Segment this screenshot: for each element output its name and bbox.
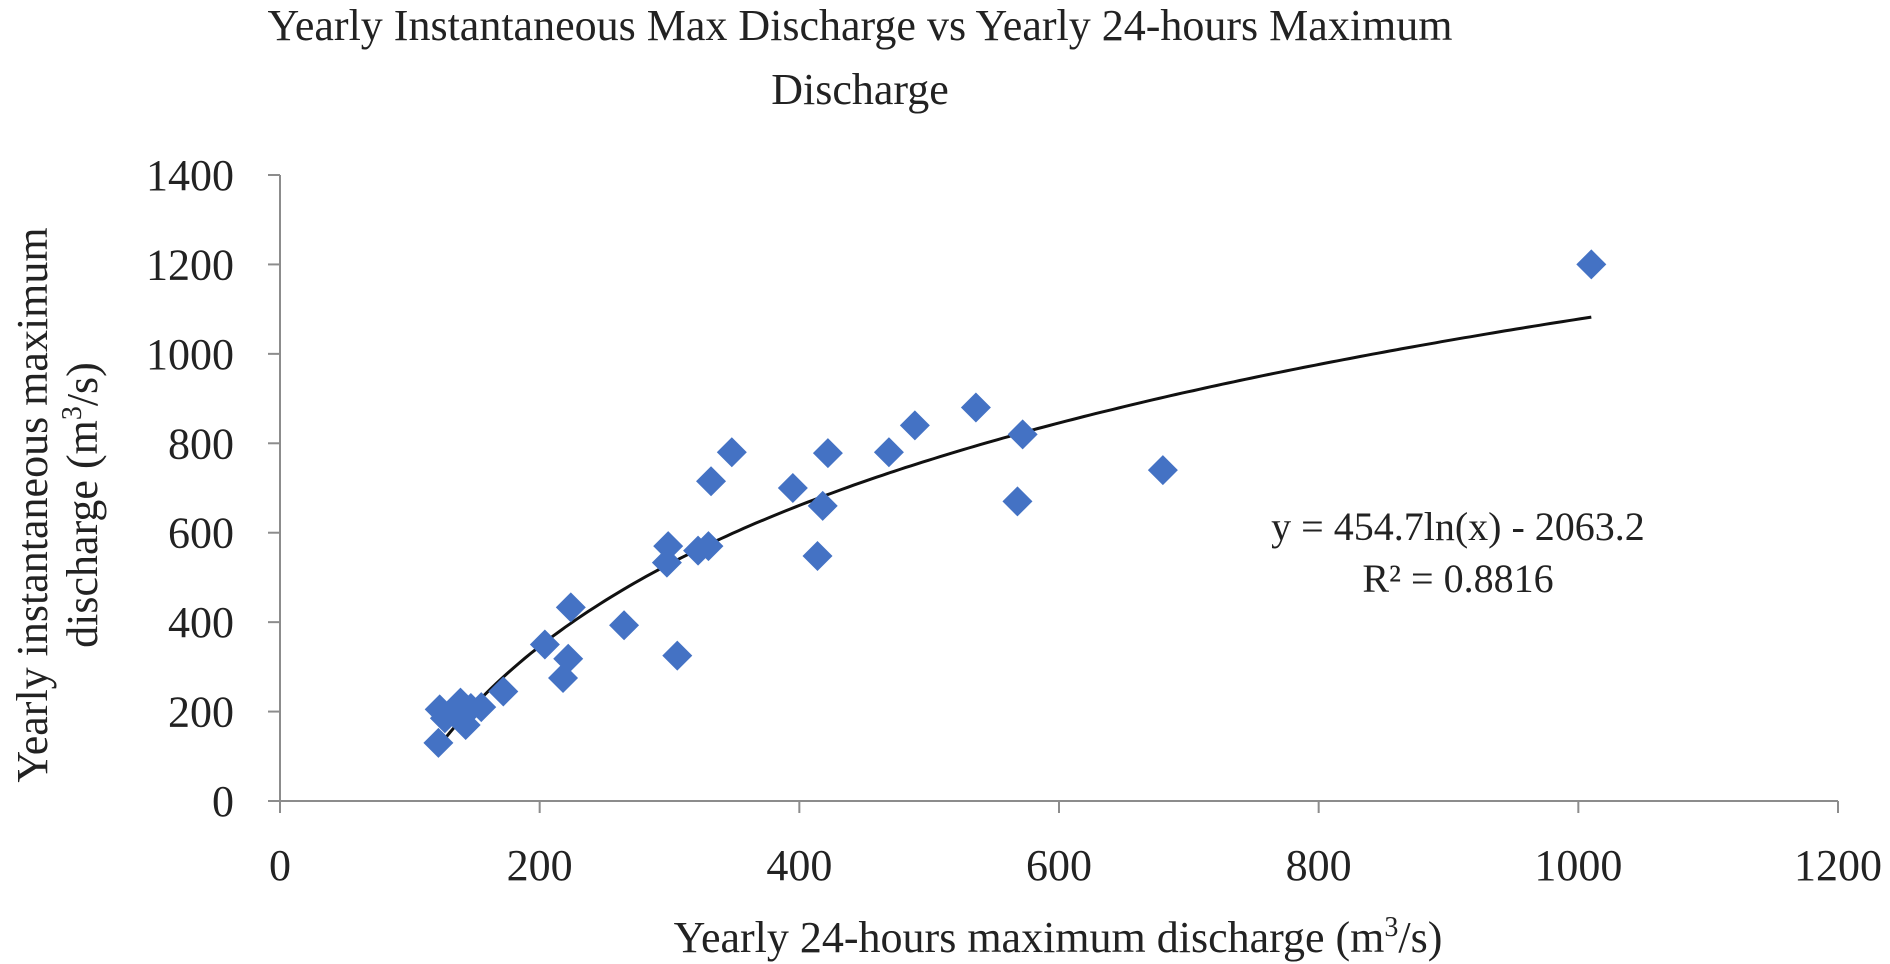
x-axis-title-text: Yearly 24-hours maximum discharge (m xyxy=(674,913,1385,962)
trendline-label: y = 454.7ln(x) - 2063.2 R² = 0.8816 xyxy=(1271,504,1645,601)
data-point xyxy=(553,643,584,674)
data-point xyxy=(555,592,586,623)
data-point xyxy=(812,438,843,469)
chart-title: Yearly Instantaneous Max Discharge vs Ye… xyxy=(267,1,1452,114)
y-axis-title-line-2: discharge (m3/s) xyxy=(57,362,107,648)
data-point xyxy=(423,727,454,758)
data-point xyxy=(651,547,682,578)
x-tick-label: 400 xyxy=(766,841,832,890)
y-tick-labels: 0 200 400 600 800 1000 1200 1400 xyxy=(146,151,234,826)
y-axis-title-unit: /s) xyxy=(58,362,107,406)
x-tick-label: 1000 xyxy=(1534,841,1622,890)
data-point xyxy=(1147,455,1178,486)
data-point xyxy=(488,676,519,707)
data-point xyxy=(899,410,930,441)
x-tick-labels: 0 200 400 600 800 1000 1200 xyxy=(269,841,1882,890)
data-point xyxy=(873,437,904,468)
y-tick-label: 400 xyxy=(168,598,234,647)
y-tick-label: 800 xyxy=(168,419,234,468)
data-point xyxy=(466,692,497,723)
data-point xyxy=(1002,486,1033,517)
y-tick-label: 1200 xyxy=(146,240,234,289)
data-point xyxy=(802,540,833,571)
data-point xyxy=(662,640,693,671)
y-tick-label: 1400 xyxy=(146,151,234,200)
x-tick-label: 200 xyxy=(507,841,573,890)
x-axis-title-unit: /s) xyxy=(1398,913,1442,962)
data-point xyxy=(716,437,747,468)
data-point xyxy=(807,490,838,521)
x-tick-label: 600 xyxy=(1026,841,1092,890)
data-point xyxy=(609,610,640,641)
chart-title-line-2: Discharge xyxy=(771,65,949,114)
chart-title-line-1: Yearly Instantaneous Max Discharge vs Ye… xyxy=(267,1,1452,50)
x-axis-title: Yearly 24-hours maximum discharge (m3/s) xyxy=(674,912,1443,962)
data-point xyxy=(777,473,808,503)
trendline-equation: y = 454.7ln(x) - 2063.2 xyxy=(1271,504,1645,549)
y-axis-title-superscript: 3 xyxy=(57,406,88,420)
axes xyxy=(268,174,1839,813)
x-tick-label: 0 xyxy=(269,841,291,890)
data-point xyxy=(1576,249,1607,280)
x-tick-label: 800 xyxy=(1286,841,1352,890)
data-points xyxy=(423,249,1607,758)
data-point xyxy=(693,531,724,562)
y-tick-label: 1000 xyxy=(146,330,234,379)
y-axis-title-text: discharge (m xyxy=(58,420,107,648)
data-point xyxy=(1007,419,1038,450)
data-point xyxy=(960,392,991,423)
trendline-r-squared: R² = 0.8816 xyxy=(1362,556,1553,601)
y-tick-label: 200 xyxy=(168,688,234,737)
x-tick-label: 1200 xyxy=(1794,841,1882,890)
data-point xyxy=(653,531,684,562)
x-axis-title-superscript: 3 xyxy=(1384,912,1398,943)
y-tick-label: 0 xyxy=(212,777,234,826)
data-point xyxy=(529,629,560,660)
y-tick-label: 600 xyxy=(168,509,234,558)
data-point xyxy=(696,466,727,497)
y-axis-title-line-1: Yearly instantaneous maximum xyxy=(8,227,57,782)
